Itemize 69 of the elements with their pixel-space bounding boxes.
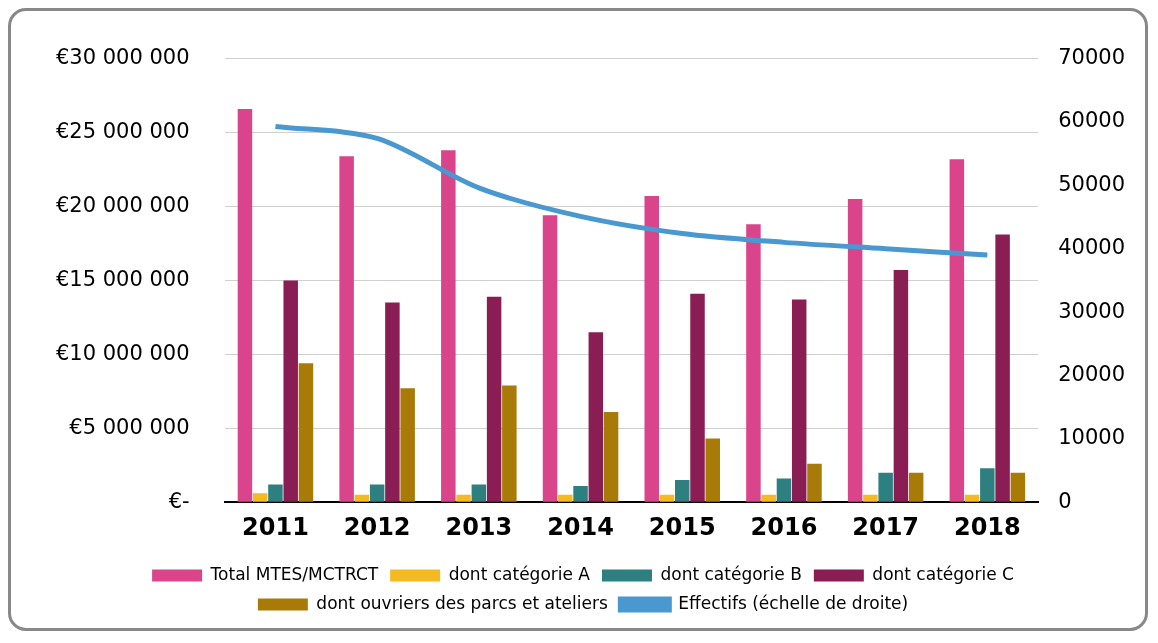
x-tick-label: 2016	[750, 512, 818, 541]
bar	[471, 484, 487, 502]
y2-tick-label: 50000	[1058, 171, 1126, 196]
bar	[385, 302, 400, 502]
y2-tick-label: 20000	[1058, 361, 1126, 386]
bar	[980, 468, 995, 502]
bar	[690, 293, 705, 502]
bar	[237, 108, 253, 502]
bar	[573, 485, 588, 502]
legend-label: dont ouvriers des parcs et ateliers	[316, 592, 608, 613]
bar	[863, 494, 878, 502]
x-tick-label: 2018	[953, 512, 1021, 541]
y2-tick-label: 60000	[1058, 108, 1126, 133]
bar	[776, 478, 792, 502]
bar	[807, 463, 822, 502]
bar	[964, 494, 980, 502]
bar	[603, 412, 619, 502]
bar	[878, 472, 893, 502]
bar	[542, 215, 558, 502]
legend-label: Total MTES/MCTRCT	[209, 563, 379, 584]
bar	[400, 388, 415, 502]
y2-tick-label: 30000	[1058, 298, 1126, 323]
x-tick-label: 2012	[343, 512, 411, 541]
y-tick-label: €10 000 000	[55, 340, 190, 365]
bar	[298, 363, 314, 502]
bar	[339, 156, 354, 502]
legend-label: dont catégorie C	[872, 563, 1014, 584]
bar	[675, 480, 690, 502]
y-tick-label: €30 000 000	[55, 45, 190, 70]
bar	[893, 270, 909, 502]
x-tick-label: 2015	[648, 512, 716, 541]
bar	[283, 280, 298, 502]
y2-tick-label: 70000	[1058, 45, 1126, 70]
bar	[354, 494, 370, 502]
bar	[502, 385, 517, 502]
bar	[588, 332, 604, 502]
bar	[847, 199, 863, 502]
bar	[369, 484, 385, 502]
bar	[659, 494, 675, 502]
bar	[995, 234, 1010, 502]
bar	[791, 299, 807, 502]
legend-label: dont catégorie B	[660, 563, 802, 584]
bar	[441, 150, 456, 502]
bar	[746, 224, 761, 502]
legend-label: dont catégorie A	[448, 563, 591, 584]
bar	[908, 472, 924, 502]
y-tick-label: €-	[168, 488, 190, 513]
x-tick-label: 2014	[547, 512, 614, 541]
bar	[949, 159, 965, 502]
y2-tick-label: 0	[1058, 488, 1072, 513]
y2-tick-label: 40000	[1058, 235, 1126, 260]
bar	[1010, 472, 1026, 502]
bar	[456, 494, 471, 502]
y-tick-label: €5 000 000	[69, 414, 190, 439]
y2-tick-label: 10000	[1058, 425, 1126, 450]
bar	[761, 494, 776, 502]
bar	[644, 196, 659, 502]
legend-label: Effectifs (échelle de droite)	[678, 592, 909, 613]
bar	[705, 438, 720, 502]
bar	[252, 493, 268, 502]
x-tick-label: 2011	[242, 512, 309, 541]
bar	[558, 494, 573, 502]
y-tick-label: €15 000 000	[55, 266, 190, 291]
bar	[486, 296, 502, 502]
x-tick-label: 2017	[852, 512, 920, 541]
y-tick-label: €25 000 000	[55, 118, 190, 143]
y-tick-label: €20 000 000	[55, 192, 190, 217]
x-tick-label: 2013	[445, 512, 513, 541]
bar	[268, 484, 283, 502]
